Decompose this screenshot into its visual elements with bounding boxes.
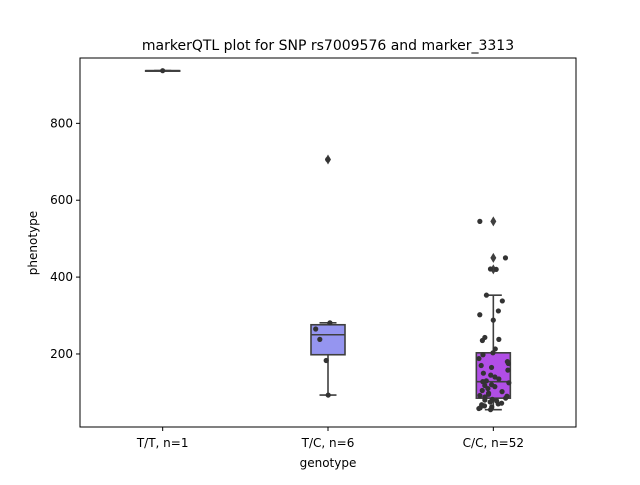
data-point [317, 336, 323, 342]
data-point [479, 387, 485, 394]
y-tick-label: 200 [50, 347, 73, 361]
x-axis-label: genotype [300, 456, 357, 470]
data-point [496, 336, 502, 342]
data-point [493, 266, 499, 273]
data-point [487, 266, 494, 272]
data-point [478, 362, 484, 369]
x-tick-label: T/T, n=1 [136, 436, 189, 450]
data-point [160, 68, 166, 74]
data-point [503, 395, 509, 401]
data-point [483, 292, 490, 298]
data-point [323, 357, 329, 364]
y-tick-label: 400 [50, 270, 73, 284]
data-point [492, 346, 498, 352]
data-point [487, 399, 493, 405]
data-point [480, 370, 486, 376]
data-point [505, 367, 511, 373]
data-point [479, 337, 485, 344]
data-point [492, 374, 498, 380]
data-point [485, 391, 492, 397]
data-point [476, 405, 482, 412]
data-point [502, 255, 509, 261]
outlier-marker [490, 252, 497, 263]
data-point [477, 312, 483, 318]
data-point [485, 385, 491, 392]
data-point [490, 317, 496, 323]
data-point [499, 389, 505, 395]
data-point [495, 308, 501, 314]
chart-title: markerQTL plot for SNP rs7009576 and mar… [142, 38, 514, 54]
data-point [480, 379, 486, 385]
plot-area [144, 68, 512, 413]
data-point [506, 380, 512, 386]
data-point [490, 350, 496, 356]
data-point [477, 392, 483, 399]
data-point [476, 355, 482, 362]
data-point [480, 352, 486, 358]
y-tick-label: 600 [50, 193, 73, 207]
x-tick-label: T/C, n=6 [301, 436, 355, 450]
x-axis: T/T, n=1 T/C, n=6 C/C, n=52 [136, 427, 524, 450]
data-point [313, 326, 319, 332]
data-point [487, 407, 494, 413]
data-point [325, 392, 331, 398]
x-tick-label: C/C, n=52 [463, 436, 524, 450]
data-point [477, 218, 483, 224]
data-point [499, 298, 505, 304]
data-point [495, 401, 501, 407]
y-axis-label: phenotype [26, 211, 40, 275]
data-point [505, 360, 511, 367]
data-point [488, 364, 495, 371]
data-point [492, 384, 498, 390]
y-tick-label: 800 [50, 116, 73, 130]
data-point [325, 156, 331, 163]
data-point [482, 397, 488, 403]
data-point [327, 320, 333, 326]
data-point [488, 372, 494, 378]
data-point [496, 376, 502, 382]
outlier-marker [490, 216, 497, 227]
data-point [481, 403, 488, 409]
y-axis: 200 400 600 800 [50, 116, 80, 361]
